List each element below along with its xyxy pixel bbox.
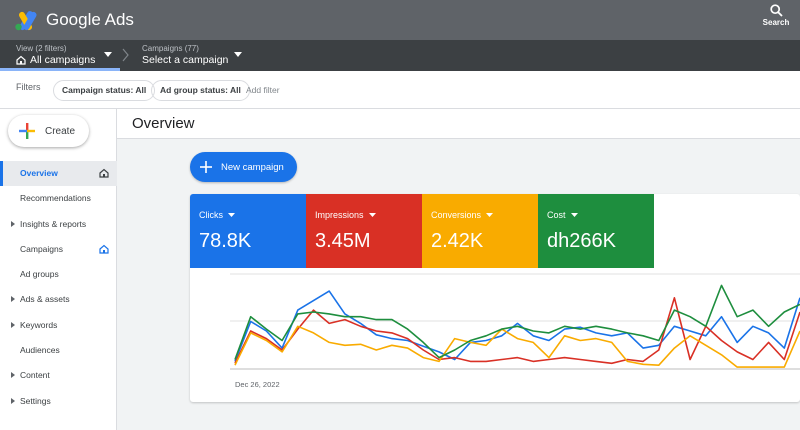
metric-name: Clicks [199,210,223,220]
series-line-conversions [234,325,800,368]
sidebar-item-label: Settings [20,395,51,406]
create-label: Create [45,125,76,137]
caret-down-icon [104,52,112,57]
plus-multicolor-icon [19,123,35,139]
performance-chart: Dec 26, 2022 [190,268,800,402]
sidebar-item-label: Audiences [20,345,60,356]
x-tick-label: Dec 26, 2022 [235,380,280,389]
campaign-selector[interactable]: Campaigns (77) Select a campaign [142,40,252,71]
metric-tile-impressions[interactable]: Impressions 3.45M [306,194,422,268]
search-button[interactable]: Search [758,4,794,27]
sidebar-item-label: Keywords [20,319,58,330]
new-campaign-button[interactable]: New campaign [190,152,297,182]
sidebar-item-label: Overview [20,168,58,178]
app-title: Google Ads [46,10,134,29]
sidebar-item-ad-groups[interactable]: Ad groups [0,262,117,287]
new-campaign-label: New campaign [221,161,284,173]
sidebar-item-recommendations[interactable]: Recommendations [0,186,117,211]
metric-value: 3.45M [315,230,371,252]
top-bar: Google Ads Search [0,0,800,40]
expand-arrow-icon [11,372,15,379]
series-line-clicks [234,290,800,362]
metric-tile-cost[interactable]: Cost dh266K [538,194,654,268]
metric-value: 2.42K [431,230,484,252]
sidebar-item-content[interactable]: Content [0,363,117,388]
google-ads-logo-icon[interactable] [14,11,38,31]
sidebar-item-label: Campaigns [20,243,63,254]
chevron-right-icon [122,48,129,62]
caret-down-icon [570,213,578,217]
campaign-current-label: Select a campaign [142,54,229,66]
plus-icon [200,161,212,173]
caret-down-icon [228,213,235,217]
metric-value: dh266K [547,230,616,252]
filter-bar: Filters Campaign status: All Ad group st… [0,71,800,109]
sidebar-item-label: Recommendations [20,193,91,204]
sidebar-item-overview[interactable]: Overview [0,161,117,187]
view-current: All campaigns [16,54,95,66]
caret-down-icon [368,213,376,217]
view-selector[interactable]: View (2 filters) All campaigns [0,40,120,71]
expand-arrow-icon [11,397,15,404]
sidebar-item-settings[interactable]: Settings [0,389,117,414]
sidebar-item-label: Ad groups [20,269,59,280]
sidebar-item-label: Ads & assets [20,294,70,305]
caret-down-icon [234,52,242,57]
sidebar: Create Overview Recommendations Insights &… [0,109,117,430]
campaign-status-filter-chip[interactable]: Campaign status: All [53,80,156,101]
sidebar-item-campaigns[interactable]: Campaigns [0,237,117,262]
scope-bar: View (2 filters) All campaigns Campaigns… [0,40,800,71]
metric-label[interactable]: Clicks [199,210,235,220]
expand-arrow-icon [11,296,15,303]
metric-name: Impressions [315,210,364,220]
series-line-cost [234,284,800,360]
metric-label[interactable]: Cost [547,210,578,220]
series-line-impressions [234,296,800,365]
view-current-label: All campaigns [30,54,96,66]
home-icon [16,55,26,65]
sidebar-item-audiences[interactable]: Audiences [0,338,117,363]
metric-tile-conversions[interactable]: Conversions 2.42K [422,194,538,268]
sidebar-item-label: Insights & reports [20,218,87,229]
sidebar-item-label: Content [20,370,50,381]
view-filter-count: View (2 filters) [16,44,67,53]
metric-label[interactable]: Conversions [431,210,494,220]
metric-name: Cost [547,210,566,220]
metric-label[interactable]: Impressions [315,210,376,220]
home-icon [99,244,109,254]
caret-down-icon [486,213,494,217]
ad-group-status-filter-chip[interactable]: Ad group status: All [151,80,250,101]
sidebar-nav: Overview Recommendations Insights & report… [0,161,117,414]
line-chart [230,273,800,370]
search-label: Search [762,18,790,27]
performance-card: Clicks 78.8K Impressions 3.45M Conversio… [190,194,800,402]
home-icon [99,168,109,178]
metric-value: 78.8K [199,230,252,252]
metric-name: Conversions [431,210,482,220]
metric-tile-clicks[interactable]: Clicks 78.8K [190,194,306,268]
main-content: Overview New campaign Clicks 78.8K Impre… [117,109,800,430]
sidebar-item-keywords[interactable]: Keywords [0,313,117,338]
add-filter-button[interactable]: Add filter [246,85,280,95]
page-header: Overview [117,109,800,139]
campaign-count: Campaigns (77) [142,44,199,53]
expand-arrow-icon [11,220,15,227]
search-icon [769,4,783,17]
sidebar-item-ads-assets[interactable]: Ads & assets [0,287,117,312]
create-button[interactable]: Create [8,115,89,147]
page-title: Overview [132,115,195,132]
filters-label: Filters [16,82,41,92]
expand-arrow-icon [11,321,15,328]
sidebar-item-insights-reports[interactable]: Insights & reports [0,212,117,237]
